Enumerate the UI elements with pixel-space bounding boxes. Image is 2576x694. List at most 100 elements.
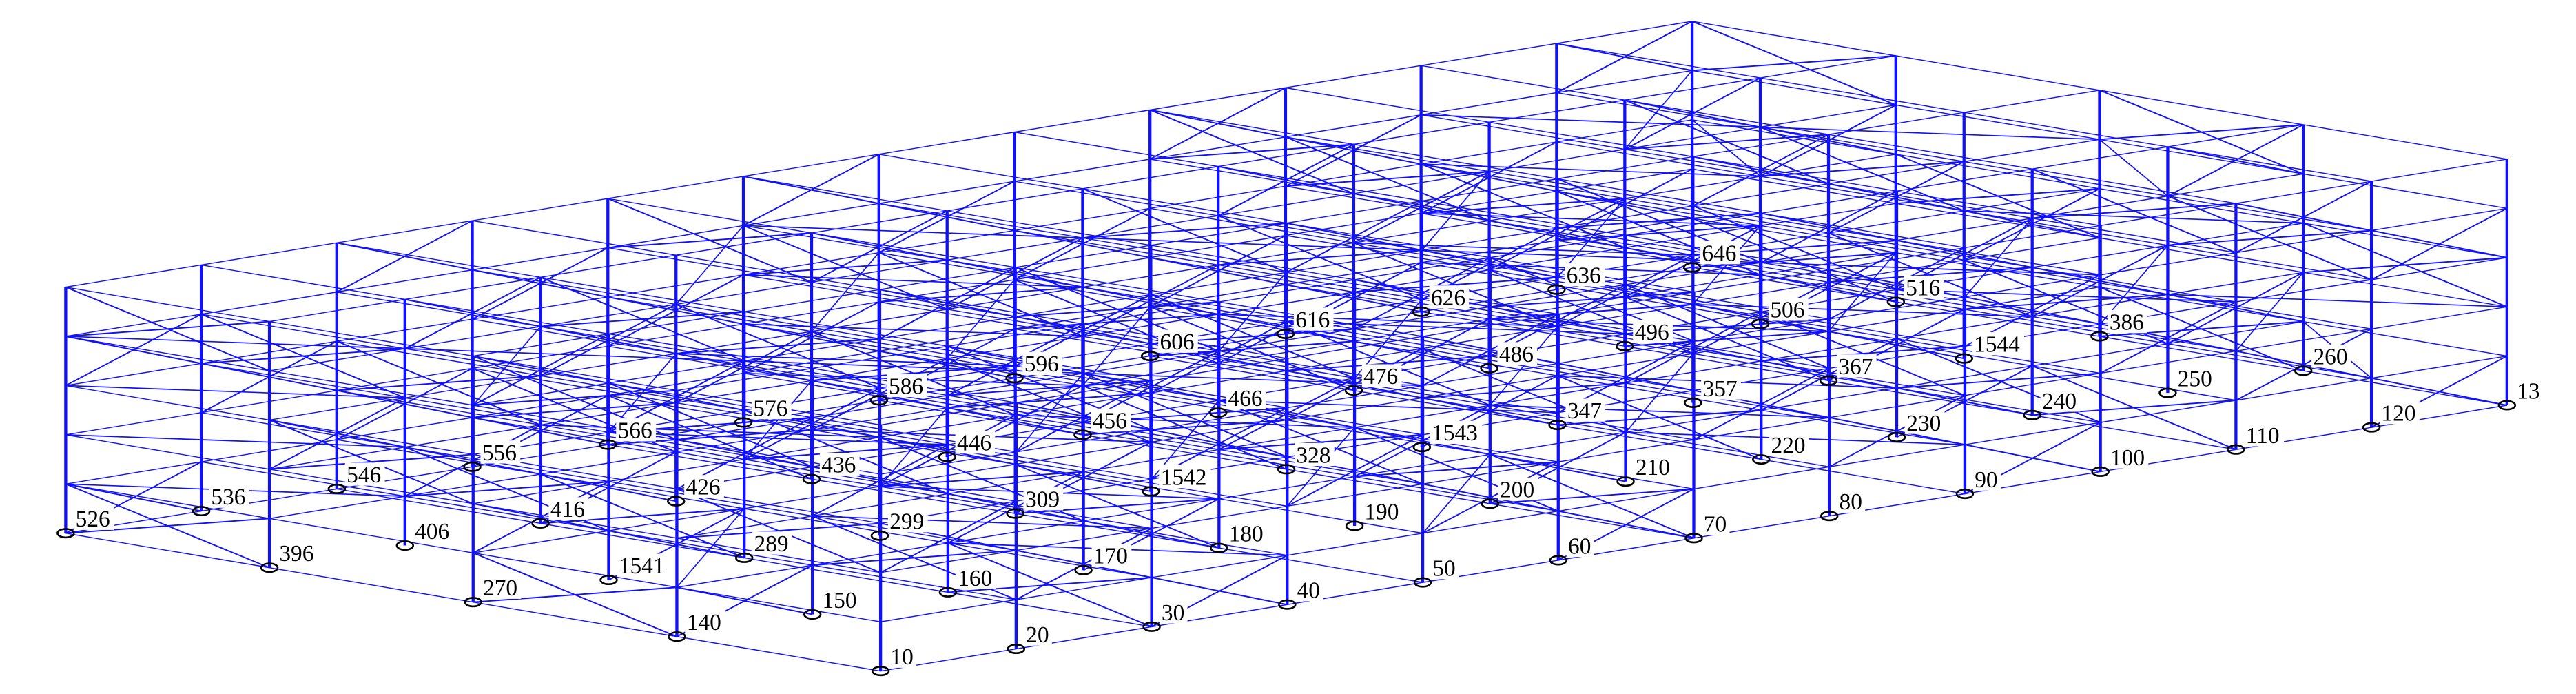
plan-brace: [1828, 252, 1897, 332]
plan-brace: [947, 279, 1016, 359]
node-label-background: [1565, 263, 1605, 287]
node-label: 386: [2110, 310, 2144, 336]
support-icon: [1547, 284, 1566, 295]
node-label: 328: [1296, 442, 1330, 468]
node-label: 596: [1024, 351, 1059, 377]
brace: [1218, 399, 1423, 485]
brace: [743, 409, 949, 495]
support-icon: [395, 540, 415, 551]
brace: [1828, 232, 2033, 318]
supports-layer: [56, 262, 2517, 677]
plan-brace: [540, 424, 880, 438]
beam: [1556, 21, 1693, 44]
beam: [1218, 264, 1422, 300]
node-label: 150: [822, 588, 856, 613]
beam: [2099, 286, 2304, 323]
beam: [269, 419, 473, 456]
beam: [947, 210, 1151, 246]
beam: [743, 372, 947, 409]
plan-brace: [1760, 126, 2100, 141]
support-icon: [1412, 306, 1430, 317]
plan-brace: [811, 252, 880, 332]
support-icon: [2023, 409, 2041, 420]
node-label: 230: [1906, 411, 1941, 436]
node-label: 456: [1093, 408, 1127, 433]
plan-brace: [1082, 237, 1422, 251]
brace: [1691, 217, 1897, 303]
node-label: 200: [1500, 477, 1534, 502]
beam: [1625, 148, 1829, 185]
node-label-background: [2108, 445, 2149, 469]
support-icon: [870, 530, 889, 541]
brace: [1760, 126, 1965, 212]
beam: [1150, 87, 1286, 111]
plan-brace: [1421, 163, 1761, 177]
node-label: 13: [2517, 379, 2539, 405]
node-label-background: [2380, 401, 2420, 425]
beam: [1421, 65, 1625, 101]
node-label-background: [480, 440, 521, 464]
support-icon: [1073, 429, 1092, 440]
brace: [1286, 320, 1491, 406]
node-label-background: [616, 418, 656, 442]
plan-brace: [65, 434, 405, 448]
beam: [1828, 232, 2032, 268]
node-label: 486: [1499, 342, 1534, 367]
beam: [1895, 203, 2100, 238]
beam: [811, 478, 1016, 514]
node-label: 426: [686, 475, 721, 500]
node-label: 309: [1025, 487, 1060, 513]
node-label-background: [1904, 411, 1945, 434]
node-label-background: [955, 430, 996, 454]
support-icon: [1142, 621, 1161, 632]
node-label: 436: [821, 453, 856, 478]
node-label-background: [1904, 275, 1944, 299]
node-label-background: [1565, 398, 1606, 422]
beam: [2236, 378, 2372, 401]
beam: [473, 355, 677, 391]
beam: [608, 225, 744, 249]
beam: [2371, 207, 2507, 232]
beam: [1625, 99, 1829, 135]
node-label: 1542: [1161, 465, 1207, 490]
node-label: 1541: [619, 553, 665, 579]
beam: [1285, 185, 1490, 221]
beam: [880, 599, 1016, 622]
support-icon: [327, 483, 347, 494]
support-icon: [463, 461, 482, 472]
node-label: 240: [2042, 389, 2077, 414]
node-label-background: [685, 610, 725, 633]
plan-brace: [1286, 427, 1355, 507]
node-label-background: [1293, 307, 1334, 331]
brace: [1082, 187, 1287, 274]
beam: [1218, 215, 1422, 251]
plan-brace: [743, 274, 1083, 288]
brace: [1285, 136, 1490, 222]
brace: [65, 336, 202, 365]
support-icon: [2090, 331, 2109, 342]
brace: [1083, 372, 1288, 458]
beam: [336, 292, 541, 327]
node-label-background: [1022, 351, 1063, 375]
beam: [65, 286, 270, 323]
brace: [1149, 109, 1354, 194]
beam: [676, 303, 880, 340]
beam: [65, 314, 202, 337]
beam: [2303, 272, 2507, 307]
node-label-background: [2515, 378, 2543, 402]
brace: [2099, 90, 2304, 175]
support-icon: [1208, 407, 1228, 418]
beam: [677, 586, 881, 622]
beam: [878, 400, 1083, 436]
node-label: 140: [687, 610, 721, 635]
support-icon: [938, 451, 956, 462]
plan-brace: [1692, 225, 1761, 305]
node-label-background: [887, 509, 928, 533]
plan-brace: [1015, 414, 1355, 428]
support-icon: [1616, 476, 1635, 487]
support-icon: [2227, 444, 2245, 455]
beam: [269, 518, 473, 553]
beam: [1083, 471, 1288, 507]
support-icon: [1549, 555, 1567, 566]
beam: [65, 264, 202, 288]
